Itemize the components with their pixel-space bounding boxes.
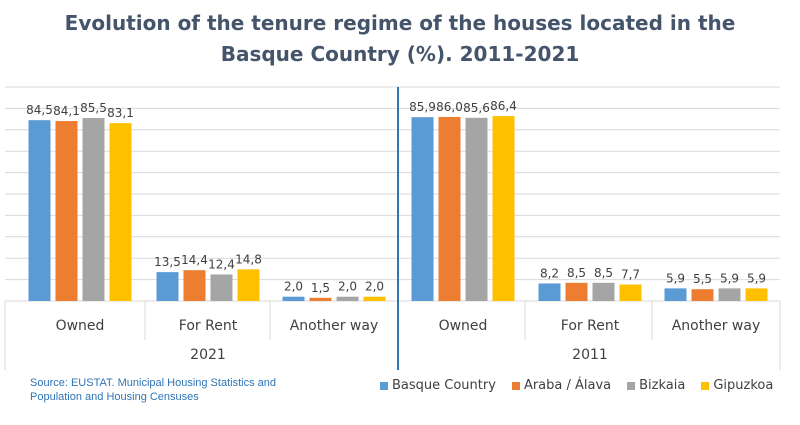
legend-label-araba: Araba / Álava bbox=[523, 378, 612, 393]
legend-swatch-araba bbox=[511, 381, 520, 390]
category-label: Owned bbox=[439, 318, 488, 334]
bar bbox=[109, 123, 132, 301]
source-line-1: Source: EUSTAT. Municipal Housing Statis… bbox=[30, 377, 276, 389]
bar bbox=[336, 296, 359, 301]
bar bbox=[282, 296, 305, 301]
bar bbox=[619, 284, 642, 301]
bar bbox=[82, 118, 105, 301]
legend-item-gipuzkoa: Gipuzkoa bbox=[701, 378, 773, 393]
bar bbox=[411, 117, 434, 301]
legend-label-gipuzkoa: Gipuzkoa bbox=[713, 378, 774, 393]
data-label: 2,0 bbox=[284, 280, 303, 294]
chart-legend: Basque Country Araba / Álava Bizkaia Gip… bbox=[380, 378, 773, 393]
chart-title: Evolution of the tenure regime of the ho… bbox=[0, 8, 800, 70]
title-line-1: Evolution of the tenure regime of the ho… bbox=[64, 11, 736, 35]
bar bbox=[210, 274, 233, 301]
data-label: 8,2 bbox=[540, 266, 559, 280]
bar bbox=[691, 289, 714, 301]
legend-item-basque-country: Basque Country bbox=[380, 378, 496, 393]
legend-label-bizkaia: Bizkaia bbox=[639, 378, 686, 393]
data-label: 85,5 bbox=[80, 101, 107, 115]
bar bbox=[28, 120, 51, 301]
data-label: 83,1 bbox=[107, 106, 134, 120]
data-label: 8,5 bbox=[567, 266, 586, 280]
category-label: Another way bbox=[290, 318, 379, 334]
bar bbox=[492, 116, 515, 301]
data-label: 85,9 bbox=[409, 100, 436, 114]
year-label: 2021 bbox=[190, 347, 226, 363]
data-label: 5,9 bbox=[720, 271, 739, 285]
bar bbox=[664, 288, 687, 301]
data-label: 5,9 bbox=[747, 271, 766, 285]
bar bbox=[565, 282, 588, 301]
category-label: Owned bbox=[56, 318, 105, 334]
data-label: 7,7 bbox=[621, 268, 640, 282]
bar bbox=[592, 282, 615, 301]
bar bbox=[183, 270, 206, 301]
data-label: 13,5 bbox=[154, 255, 181, 269]
data-label: 5,9 bbox=[666, 271, 685, 285]
bar bbox=[237, 269, 260, 301]
data-label: 86,0 bbox=[436, 100, 463, 114]
bar bbox=[309, 297, 332, 301]
legend-item-araba: Araba / Álava bbox=[511, 378, 612, 393]
data-label: 86,4 bbox=[490, 99, 517, 113]
bar bbox=[718, 288, 741, 301]
legend-swatch-gipuzkoa bbox=[701, 381, 710, 390]
data-label: 2,0 bbox=[338, 280, 357, 294]
data-label: 84,1 bbox=[53, 104, 80, 118]
category-label: For Rent bbox=[179, 318, 238, 334]
data-label: 85,6 bbox=[463, 101, 490, 115]
data-label: 8,5 bbox=[594, 266, 613, 280]
title-line-2: Basque Country (%). 2011-2021 bbox=[220, 42, 580, 66]
legend-swatch-basque-country bbox=[380, 381, 388, 390]
bar bbox=[538, 283, 561, 301]
bar bbox=[745, 288, 768, 301]
legend-label-basque-country: Basque Country bbox=[392, 378, 496, 393]
bar bbox=[438, 116, 461, 302]
bar bbox=[465, 117, 488, 301]
data-label: 14,8 bbox=[235, 252, 262, 266]
bar bbox=[156, 272, 179, 301]
category-label: For Rent bbox=[561, 318, 620, 334]
source-line-2: Population and Housing Censuses bbox=[30, 391, 199, 403]
source-note: Source: EUSTAT. Municipal Housing Statis… bbox=[30, 376, 330, 404]
year-label: 2011 bbox=[572, 347, 608, 363]
data-label: 5,5 bbox=[693, 272, 712, 286]
legend-item-bizkaia: Bizkaia bbox=[627, 378, 685, 393]
data-label: 84,5 bbox=[26, 103, 53, 117]
bar bbox=[363, 296, 386, 301]
bar bbox=[55, 121, 78, 301]
data-label: 2,0 bbox=[365, 280, 384, 294]
data-label: 1,5 bbox=[311, 281, 330, 295]
data-label: 12,4 bbox=[208, 257, 235, 271]
category-label: Another way bbox=[672, 318, 761, 334]
data-label: 14,4 bbox=[181, 253, 208, 267]
legend-swatch-bizkaia bbox=[627, 381, 636, 390]
